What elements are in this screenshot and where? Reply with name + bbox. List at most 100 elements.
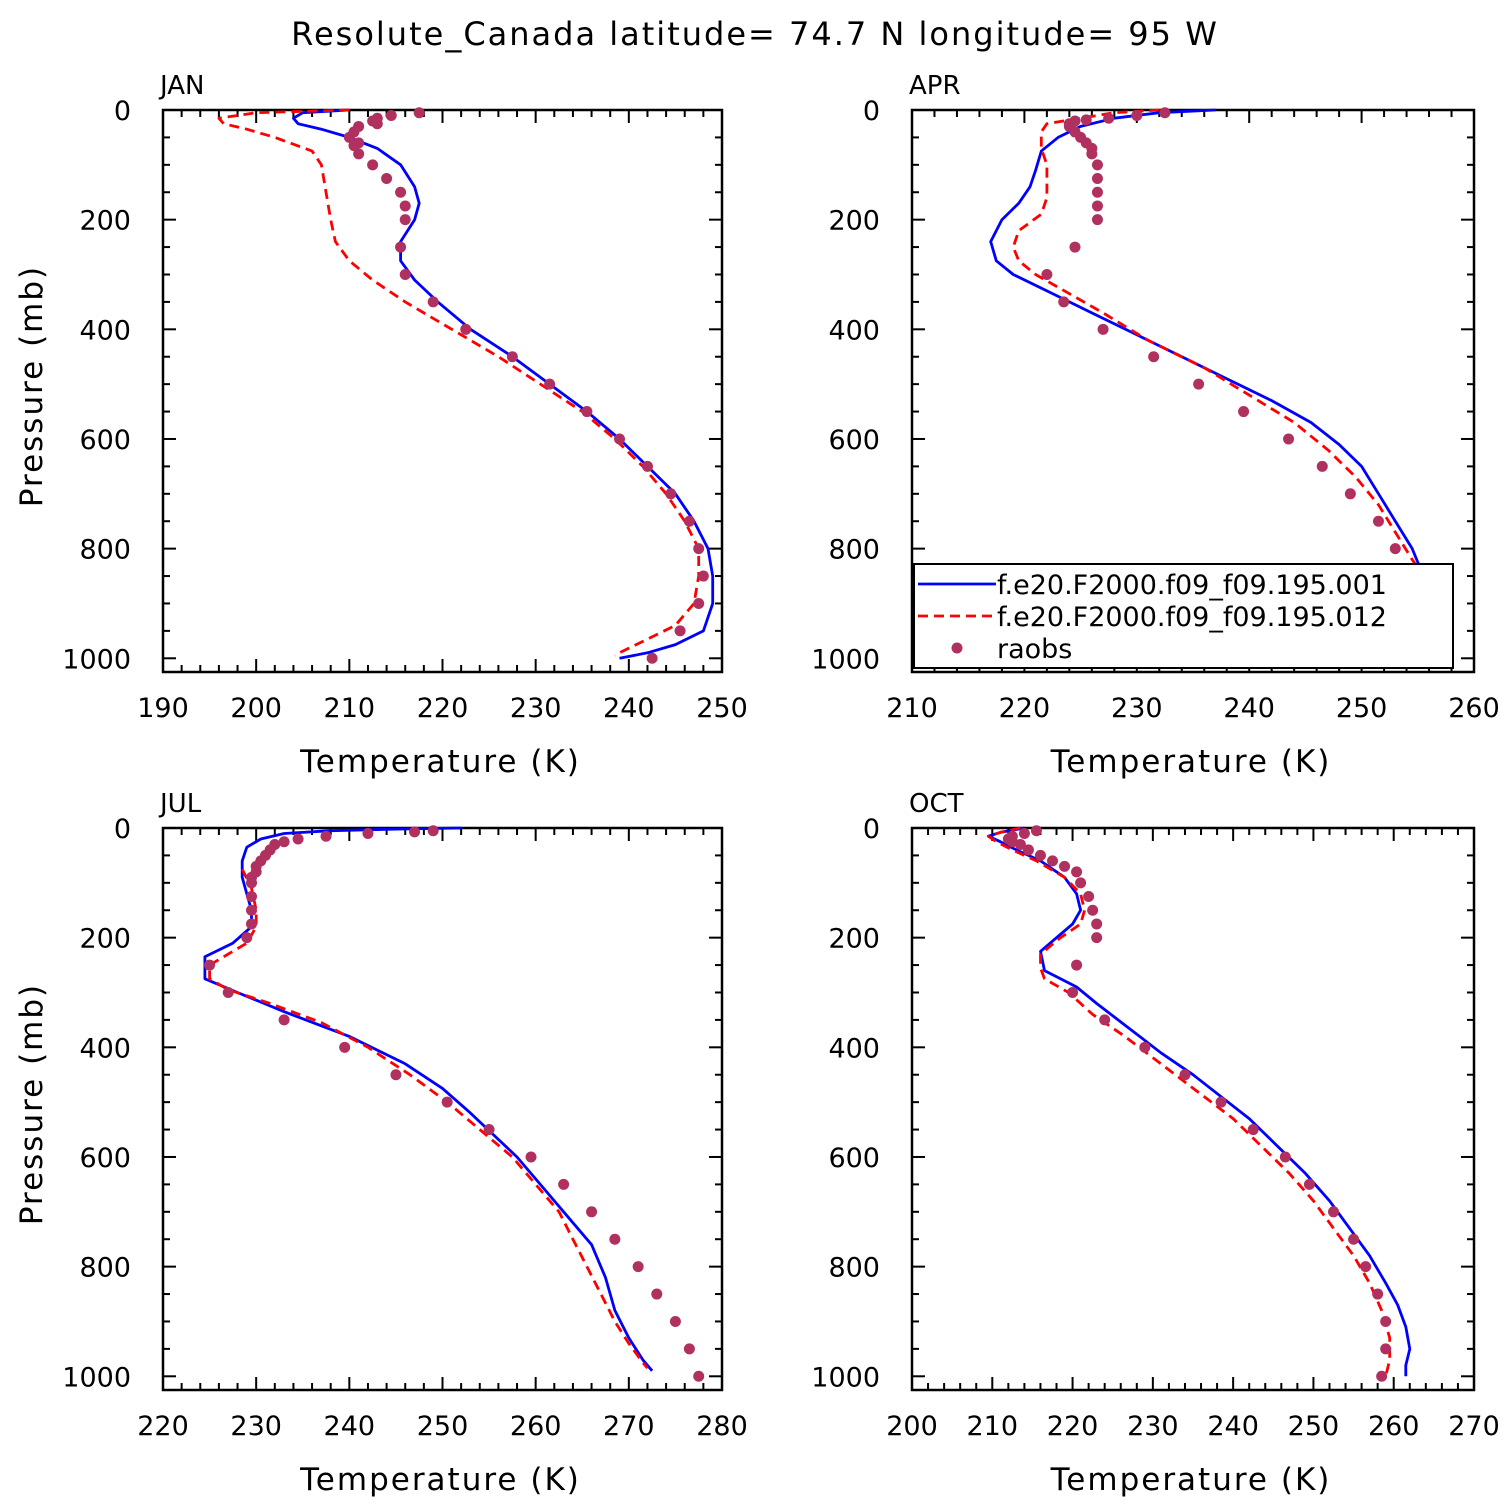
panel-label: JAN [158,71,204,101]
raobs-point [278,836,290,848]
raobs-point [1059,860,1071,872]
raobs-point [1247,1124,1259,1136]
raobs-point [1103,112,1115,124]
x-tick-label: 230 [1127,1411,1179,1442]
raobs-point [581,406,593,418]
raobs-point [409,826,421,838]
raobs-point [362,827,374,839]
raobs-point [1139,1041,1151,1053]
series-line-012 [208,868,649,1370]
x-axis-label: Temperature (K) [1050,744,1332,780]
series-raobs [1041,107,1413,664]
raobs-point [460,323,472,335]
y-tick-label: 1000 [62,644,131,675]
x-tick-label: 210 [886,693,938,724]
raobs-point [609,1233,621,1245]
raobs-point [1159,107,1171,119]
raobs-point [246,904,258,916]
x-tick-label: 240 [324,1411,376,1442]
raobs-point [278,1014,290,1026]
series-line-001 [986,826,1412,1377]
series-line-012 [1011,108,1425,659]
x-tick-label: 270 [603,1411,655,1442]
raobs-point [1148,351,1160,363]
raobs-point [246,877,258,889]
x-tick-label: 240 [603,693,655,724]
raobs-point [1030,825,1042,837]
raobs-point [683,1343,695,1355]
figure-title: Resolute_Canada latitude= 74.7 N longitu… [291,15,1219,53]
panel-jan: 190 200 210 220 230 240 250 0 200 400 600 800 1000 JA… [14,71,748,780]
x-tick-label: 210 [324,693,376,724]
raobs-point [1080,114,1092,126]
raobs-point [632,1261,644,1273]
y-tick-label: 1000 [62,1362,131,1393]
x-tick-label: 250 [417,1411,469,1442]
y-tick-label: 600 [828,425,880,456]
plot-frame [161,108,724,674]
raobs-point [339,1041,351,1053]
raobs-point [241,932,253,944]
y-tick-label: 0 [114,814,131,845]
y-tick-label: 600 [79,425,131,456]
raobs-point [204,959,216,971]
raobs-point [413,107,425,119]
raobs-point [1380,1315,1392,1327]
y-tick-label: 0 [114,96,131,127]
y-tick-label: 0 [863,96,880,127]
x-tick-label: 260 [1368,1411,1420,1442]
panel-oct: 200 210 220 230 240 250 260 270 0 200 400 600 800 100… [811,789,1499,1498]
y-tick-label: 400 [828,1033,880,1064]
y-tick-label: 200 [828,924,880,955]
series-raobs [1002,825,1392,1382]
x-tick-label: 260 [510,1411,562,1442]
raobs-point [367,159,379,171]
series-raobs [343,107,709,664]
raobs-point [222,986,234,998]
raobs-point [1389,543,1401,555]
raobs-point [586,1206,598,1218]
x-tick-label: 270 [1448,1411,1500,1442]
raobs-point [1303,1178,1315,1190]
legend-box [913,563,1454,669]
raobs-point [1067,986,1079,998]
raobs-point [1328,1206,1339,1218]
x-tick-label: 240 [1223,693,1275,724]
y-tick-label: 800 [828,1253,880,1284]
x-tick-label: 200 [230,693,282,724]
y-tick-label: 200 [828,206,880,237]
x-tick-label: 250 [1288,1411,1340,1442]
y-axis-label: Pressure (mb) [14,265,50,507]
raobs-point [399,200,411,212]
raobs-point [1372,515,1384,527]
raobs-point [614,433,626,445]
raobs-point [651,1288,663,1300]
panel-label: JUL [158,789,202,819]
y-tick-label: 800 [79,535,131,566]
raobs-point [1014,838,1026,850]
raobs-point [1348,1233,1360,1245]
x-axis-label: Temperature (K) [299,1462,581,1498]
legend-label: raobs [997,634,1072,665]
raobs-point [506,351,518,363]
x-tick-label: 230 [1111,693,1163,724]
x-tick-label: 190 [137,693,189,724]
raobs-point [1091,200,1103,212]
raobs-point [1091,159,1103,171]
raobs-point [343,131,355,143]
raobs-point [558,1178,570,1190]
y-tick-label: 600 [79,1143,131,1174]
raobs-point [1091,932,1103,944]
x-tick-label: 250 [1336,693,1388,724]
y-tick-label: 400 [828,315,880,346]
raobs-point [525,1151,537,1163]
y-tick-label: 400 [79,315,131,346]
raobs-point [292,833,304,845]
raobs-point [1097,323,1109,335]
raobs-point [665,488,677,500]
raobs-point [1091,214,1103,226]
raobs-point [1131,109,1143,121]
raobs-point [427,825,439,837]
panel-label: OCT [909,789,964,819]
